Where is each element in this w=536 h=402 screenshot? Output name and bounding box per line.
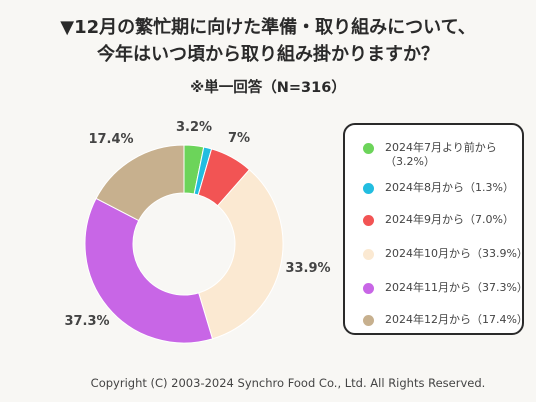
legend-swatch: [363, 315, 374, 326]
legend-swatch: [363, 249, 374, 260]
legend-label: 2024年9月から（7.0%）: [385, 213, 514, 226]
data-label: 3.2%: [176, 120, 212, 135]
legend-label: 2024年8月から（1.3%）: [385, 181, 514, 194]
data-label: 33.9%: [285, 261, 330, 276]
title-line-1: ▼12月の繁忙期に向けた準備・取り組みについて、: [60, 17, 476, 38]
legend-label: 2024年10月から（33.9%）: [385, 247, 528, 260]
legend-swatch: [363, 183, 374, 194]
legend-label: 2024年12月から（17.4%）: [385, 313, 528, 326]
data-label: 37.3%: [64, 314, 109, 329]
donut-slice: [84, 197, 214, 344]
data-label: 7%: [228, 131, 250, 146]
subtitle-sample-size: ※単一回答（N=316）: [190, 80, 346, 96]
legend-swatch: [363, 283, 374, 294]
chart-legend: 2024年7月より前から （3.2%） 2024年8月から（1.3%） 2024…: [343, 123, 528, 335]
legend-swatch: [363, 143, 374, 154]
data-label: 17.4%: [88, 132, 133, 147]
chart-data-labels: 3.2% 7% 33.9% 37.3% 17.4%: [64, 120, 330, 329]
copyright-footer: Copyright (C) 2003-2024 Synchro Food Co.…: [90, 376, 486, 390]
title-line-2: 今年はいつ頃から取り組み掛かりますか？: [97, 44, 439, 65]
legend-label: 2024年7月より前から （3.2%）: [385, 141, 497, 168]
legend-label: 2024年11月から（37.3%）: [385, 281, 528, 294]
donut-slice: [95, 144, 185, 222]
legend-swatch: [363, 215, 374, 226]
chart-slices: [84, 144, 284, 344]
donut-slice: [198, 168, 284, 340]
